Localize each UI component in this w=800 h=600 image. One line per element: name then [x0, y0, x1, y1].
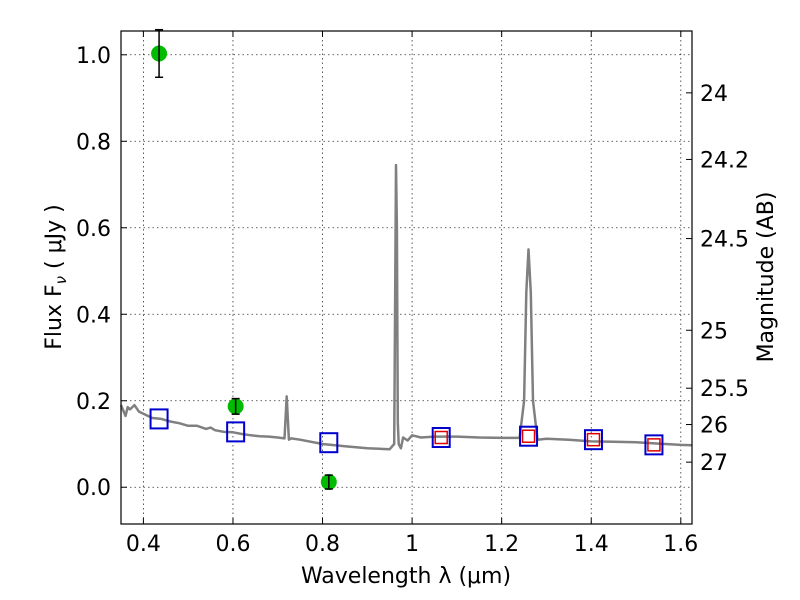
right-tick-label: 25.5: [700, 377, 749, 402]
y-axis-label: Flux Fν ( μJy ): [42, 204, 70, 349]
right-tick-label: 24.2: [700, 148, 749, 173]
x-tick-label: 1: [405, 532, 419, 557]
model-photometry-square: [644, 434, 664, 456]
y-tick-label: 0.0: [76, 476, 111, 501]
right-tick-label: 26: [700, 414, 728, 439]
model-photometry-square: [583, 429, 603, 451]
y-tick-label: 0.4: [76, 303, 111, 328]
x-tick-label: 1.4: [574, 532, 609, 557]
plot-frame: [120, 30, 693, 525]
model-photometry-ir-square: [586, 432, 601, 447]
y-axis-right-label: Magnitude (AB): [754, 192, 779, 363]
model-photometry-ir-square: [434, 430, 448, 445]
model-photometry-square: [431, 427, 451, 449]
y-tick-label: 0.2: [76, 390, 111, 415]
right-tick-label: 24.5: [700, 228, 749, 253]
x-tick-label: 1.2: [484, 532, 519, 557]
y-tick-label: 0.8: [76, 130, 111, 155]
y-tick-label: 0.6: [76, 217, 111, 242]
x-tick-label: 0.4: [126, 532, 161, 557]
y-axis-label-sub: ν: [52, 276, 70, 284]
model-photometry-square: [149, 408, 169, 430]
right-tick-label: 25: [700, 319, 728, 344]
spectrum-line: [119, 163, 693, 451]
model-photometry-ir-square: [521, 429, 536, 443]
x-tick-label: 0.6: [215, 532, 250, 557]
right-tick-label: 27: [700, 451, 728, 476]
data-layer: [119, 28, 693, 491]
right-tick-label: 24: [700, 82, 728, 107]
x-tick-label: 0.8: [305, 532, 340, 557]
y-tick-label: 1.0: [76, 44, 111, 69]
x-tick-label: 1.6: [663, 532, 698, 557]
model-photometry-square: [319, 432, 339, 454]
grid-layer: [121, 31, 692, 524]
y-axis-label-main: Flux F: [42, 284, 67, 349]
tick-layer: 0.4 0.6 0.8 1 1.2 1.4 1.6 0.0 0.2 0.4 0.6 0.8 1.0 24 2…: [76, 31, 749, 557]
model-photometry-square: [519, 425, 539, 447]
model-photometry-ir-square: [647, 438, 661, 452]
x-axis-label: Wavelength λ (μm): [301, 564, 511, 589]
model-photometry-square: [226, 421, 246, 443]
y-axis-label-unit: ( μJy ): [42, 204, 67, 276]
